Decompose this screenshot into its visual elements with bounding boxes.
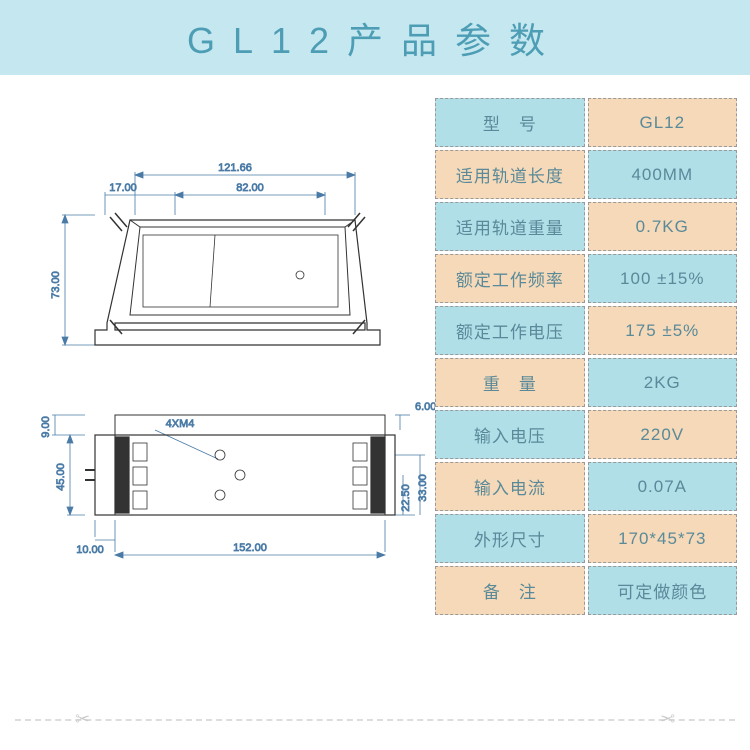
dim-tv-right-outer: 33.00 xyxy=(417,474,429,502)
dim-top-inner: 82.00 xyxy=(236,182,264,194)
dim-tv-right-mid: 22.50 xyxy=(400,484,412,512)
spec-label: 额定工作频率 xyxy=(435,254,584,303)
dim-tv-right-top: 6.00 xyxy=(415,401,435,413)
table-row: 外形尺寸170*45*73 xyxy=(435,514,737,563)
content-area: 121.66 17.00 82.00 73.00 xyxy=(0,75,750,690)
spec-label: 输入电流 xyxy=(435,462,584,511)
title-bar: GL12产品参数 xyxy=(0,0,750,75)
spec-value: 220V xyxy=(588,410,737,459)
spec-label: 重 量 xyxy=(435,358,584,407)
spec-label: 型 号 xyxy=(435,98,584,147)
spec-value: GL12 xyxy=(588,98,737,147)
spec-table-area: 型 号GL12适用轨道长度400MM适用轨道重量0.7KG额定工作频率100 ±… xyxy=(432,95,740,670)
page-title: GL12产品参数 xyxy=(187,12,563,64)
spec-value: 100 ±15% xyxy=(588,254,737,303)
table-row: 额定工作电压175 ±5% xyxy=(435,306,737,355)
dim-top-left-gap: 17.00 xyxy=(109,182,137,194)
table-row: 适用轨道重量0.7KG xyxy=(435,202,737,251)
spec-value: 0.7KG xyxy=(588,202,737,251)
dim-top-outer: 121.66 xyxy=(218,162,252,174)
dim-tv-bottom-main: 152.00 xyxy=(233,542,267,554)
table-row: 备 注可定做颜色 xyxy=(435,566,737,615)
spec-value: 175 ±5% xyxy=(588,306,737,355)
table-row: 适用轨道长度400MM xyxy=(435,150,737,199)
spec-value: 170*45*73 xyxy=(588,514,737,563)
drawing-svg: 121.66 17.00 82.00 73.00 xyxy=(15,155,435,585)
spec-value: 可定做颜色 xyxy=(588,566,737,615)
spec-label: 输入电压 xyxy=(435,410,584,459)
dim-tv-left-main: 45.00 xyxy=(55,463,67,491)
separator-line xyxy=(15,719,735,721)
table-row: 输入电压220V xyxy=(435,410,737,459)
spec-table: 型 号GL12适用轨道长度400MM适用轨道重量0.7KG额定工作频率100 ±… xyxy=(432,95,740,618)
spec-label: 适用轨道长度 xyxy=(435,150,584,199)
engineering-drawing: 121.66 17.00 82.00 73.00 xyxy=(15,95,432,670)
dim-left-height: 73.00 xyxy=(50,271,62,299)
table-row: 额定工作频率100 ±15% xyxy=(435,254,737,303)
spec-label: 适用轨道重量 xyxy=(435,202,584,251)
spec-value: 0.07A xyxy=(588,462,737,511)
spec-label: 备 注 xyxy=(435,566,584,615)
spec-value: 2KG xyxy=(588,358,737,407)
dim-tv-left-small: 9.00 xyxy=(40,416,52,437)
spec-label: 额定工作电压 xyxy=(435,306,584,355)
dim-holes-label: 4XM4 xyxy=(166,418,195,430)
separator xyxy=(0,690,750,750)
table-row: 型 号GL12 xyxy=(435,98,737,147)
table-row: 输入电流0.07A xyxy=(435,462,737,511)
dim-tv-bl-gap: 10.00 xyxy=(76,544,104,556)
table-row: 重 量2KG xyxy=(435,358,737,407)
spec-label: 外形尺寸 xyxy=(435,514,584,563)
spec-value: 400MM xyxy=(588,150,737,199)
